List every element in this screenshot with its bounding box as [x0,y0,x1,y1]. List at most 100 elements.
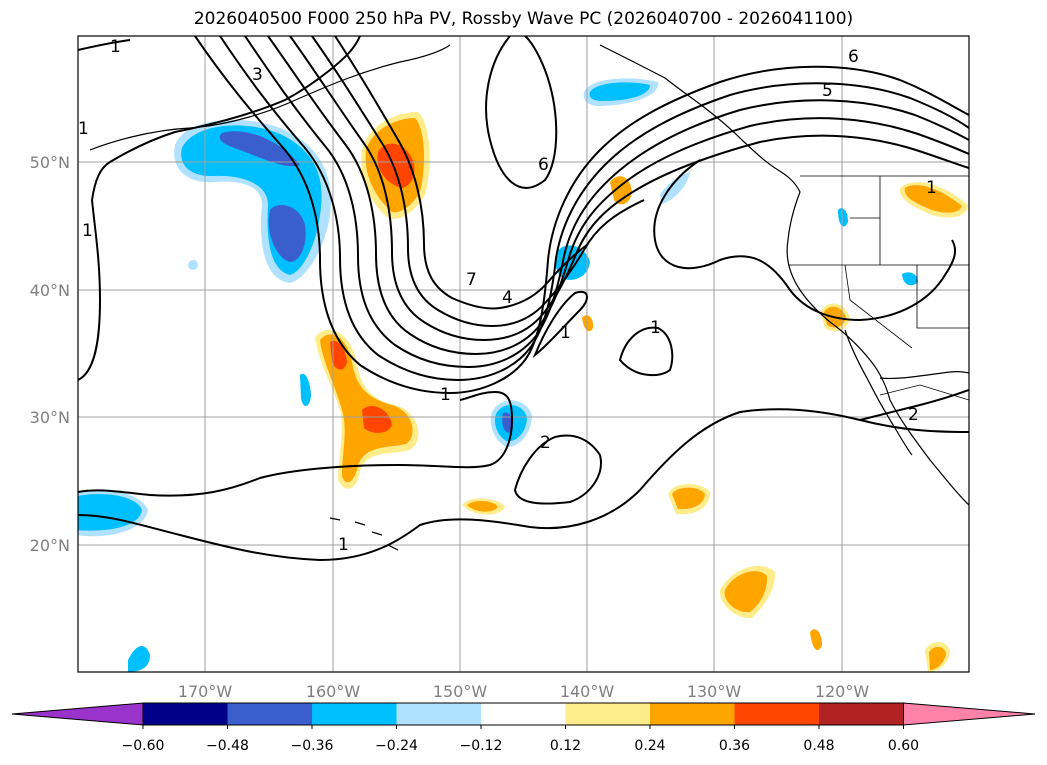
lat-label-50n: 50°N [30,153,70,172]
anomaly-blob-small3 [838,208,848,227]
colorbar-segment [396,703,481,725]
colorbar-tick-label: −0.60 [122,738,165,754]
coastline-mexico [879,370,969,380]
anomaly-blob-small5 [128,645,150,672]
lon-label-120w: 120°W [815,682,870,701]
map-frame [77,35,970,673]
anomaly-blob-b7-core [904,185,962,213]
contour-jet-4 [267,36,969,356]
contour-trough [532,290,588,359]
colorbar-tick-label: −0.36 [291,738,334,754]
map-gridlines [78,36,969,672]
contour-closed-1 [618,326,674,377]
colorbar-tick-label: 0.48 [803,738,834,754]
colorbar-segment [143,703,228,725]
contour-1-northwest [78,39,131,51]
anomaly-blob-nw-deep [219,131,300,167]
anomaly-blob-b4-core [672,487,705,510]
colorbar-tick-label: −0.48 [206,738,249,754]
contour-labels: 1 3 6 5 6 7 4 1 1 2 1 1 1 2 1 1 [78,37,937,555]
pv-contours [78,36,969,562]
lon-tick-labels: 170°W 160°W 150°W 140°W 130°W 120°W [178,682,870,701]
anomaly-blob-alaska-core [589,82,650,101]
coastline-islands [329,517,399,551]
colorbar-tick-label: −0.24 [375,738,418,754]
anomaly-blob-mid-deep1 [330,340,347,370]
lon-label-140w: 140°W [560,682,615,701]
lat-label-30n: 30°N [30,408,70,427]
lon-label-170w: 170°W [178,682,233,701]
contour-label: 1 [560,323,571,343]
contour-2-east [859,389,969,421]
contour-jet-2 [219,36,969,382]
colorbar: −0.60 −0.48 −0.36 −0.24 −0.12 0.12 0.24 0.36 0.4… [11,702,1036,754]
anomaly-blob-b9-core [929,646,946,670]
contour-jet-6 [311,36,645,328]
colorbar-segment [312,703,397,725]
anomaly-blob-b5-core [724,571,768,613]
contour-1-southern-band [78,408,969,562]
colorbar-extend-min [11,702,144,726]
colorbar-border [142,702,904,726]
lat-label-20n: 20°N [30,536,70,555]
lon-label-130w: 130°W [687,682,742,701]
anomaly-blob-center-deep [502,412,513,433]
anomaly-blob-b2 [582,315,594,332]
anomaly-blob-mid-deep2 [362,405,392,433]
colorbar-extend-max [903,702,1036,726]
colorbar-tick-label: −0.12 [460,738,503,754]
colorbar-segment [819,703,904,725]
anomaly-blob-b8 [810,629,822,651]
contour-label: 1 [78,119,89,139]
coastline-baja [844,329,913,456]
contour-label: 3 [252,65,263,85]
colorbar-segment [650,703,735,725]
contour-2 [513,434,602,505]
contour-label: 2 [908,405,919,425]
contour-label: 1 [440,385,451,405]
lon-label-160w: 160°W [306,682,361,701]
contour-label: 6 [848,47,859,67]
map-title: 2026040500 F000 250 hPa PV, Rossby Wave … [193,9,854,29]
contour-east-loop [653,159,957,322]
colorbar-tick-label: 0.12 [550,738,581,754]
contour-jet-5 [289,36,969,342]
contour-ridge [485,36,558,189]
anomaly-blob-small4 [902,272,918,286]
negative-anomaly-regions [78,78,918,672]
anomaly-blob-small1 [300,373,311,406]
coastline-bc [599,44,969,506]
contour-label: 5 [822,81,833,101]
contour-label: 4 [502,288,513,308]
colorbar-segment [481,703,566,725]
contour-label: 1 [926,178,937,198]
state-borders [788,175,969,349]
colorbar-tick-label: 0.36 [719,738,750,754]
contour-jet-3 [244,36,969,369]
anomaly-blob-nw-deep2 [268,205,306,262]
anomaly-blob-b1 [610,176,632,205]
contour-label: 1 [82,221,93,241]
contour-1-south [78,390,514,497]
colorbar-tick-label: 0.24 [634,738,665,754]
colorbar-segment [734,703,819,725]
coastline-aleutians [89,44,451,151]
lon-label-150w: 150°W [433,682,488,701]
contour-label: 2 [540,433,551,453]
contour-label: 1 [338,535,349,555]
contour-jet-1 [194,36,969,395]
contour-label: 6 [538,155,549,175]
colorbar-tick-label: 0.60 [888,738,919,754]
contour-1-west [78,36,361,381]
colorbar-segment [565,703,650,725]
anomaly-blob-dot [188,260,198,270]
contour-label: 1 [110,37,121,57]
lat-tick-labels: 50°N 40°N 30°N 20°N [30,153,70,555]
anomaly-blob-b3-core [467,501,498,512]
colorbar-segment [227,703,312,725]
contour-jet-7 [334,36,589,310]
anomaly-blob-small2 [660,172,690,204]
contour-label: 1 [650,318,661,338]
contour-label: 7 [466,270,477,290]
